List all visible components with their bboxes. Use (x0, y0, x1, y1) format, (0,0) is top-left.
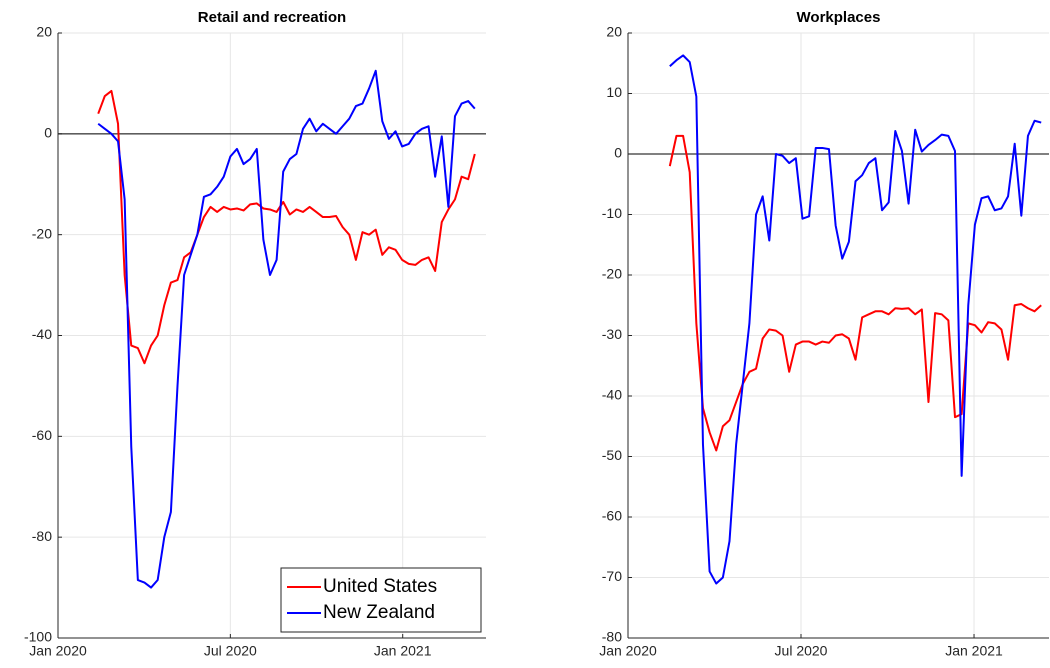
legend-label: United States (323, 576, 437, 597)
series-line (97, 89, 476, 365)
x-tick-label: Jul 2020 (775, 643, 828, 659)
y-tick-label: 20 (36, 24, 52, 40)
series-line (97, 69, 476, 589)
y-tick-label: 10 (606, 84, 622, 100)
x-tick-label: Jan 2020 (29, 643, 87, 659)
y-tick-label: -50 (602, 447, 622, 463)
y-tick-label: 0 (44, 125, 52, 141)
y-tick-label: -80 (32, 528, 52, 544)
x-tick-label: Jan 2021 (374, 643, 432, 659)
y-tick-label: -60 (32, 427, 52, 443)
y-tick-label: -10 (602, 205, 622, 221)
y-tick-label: 0 (614, 145, 622, 161)
y-tick-label: -20 (602, 266, 622, 282)
y-tick-label: -40 (32, 326, 52, 342)
legend: United States New Zealand (280, 567, 482, 633)
y-tick-label: -70 (602, 568, 622, 584)
y-tick-label: 20 (606, 24, 622, 40)
y-tick-label: -80 (602, 629, 622, 645)
legend-label: New Zealand (323, 602, 435, 623)
y-tick-label: -30 (602, 326, 622, 342)
series-line (669, 54, 1042, 585)
chart-panel: Retail and recreation -100 -80 -60 -40 -20 0 20… (24, 9, 486, 659)
y-tick-label: -40 (602, 387, 622, 403)
legend-box (280, 567, 482, 633)
chart-title: Retail and recreation (198, 9, 346, 26)
x-tick-label: Jul 2020 (204, 643, 257, 659)
y-tick-label: -20 (32, 225, 52, 241)
x-tick-label: Jan 2021 (945, 643, 1003, 659)
chart-panel: Workplaces -80 -70 -60 -50 -40 -30 -20 -10 0 10 20 J… (599, 9, 1049, 659)
chart-title: Workplaces (797, 9, 881, 26)
y-tick-label: -60 (602, 508, 622, 524)
y-tick-label: -100 (24, 629, 52, 645)
series-line (668, 134, 1042, 452)
x-tick-label: Jan 2020 (599, 643, 657, 659)
